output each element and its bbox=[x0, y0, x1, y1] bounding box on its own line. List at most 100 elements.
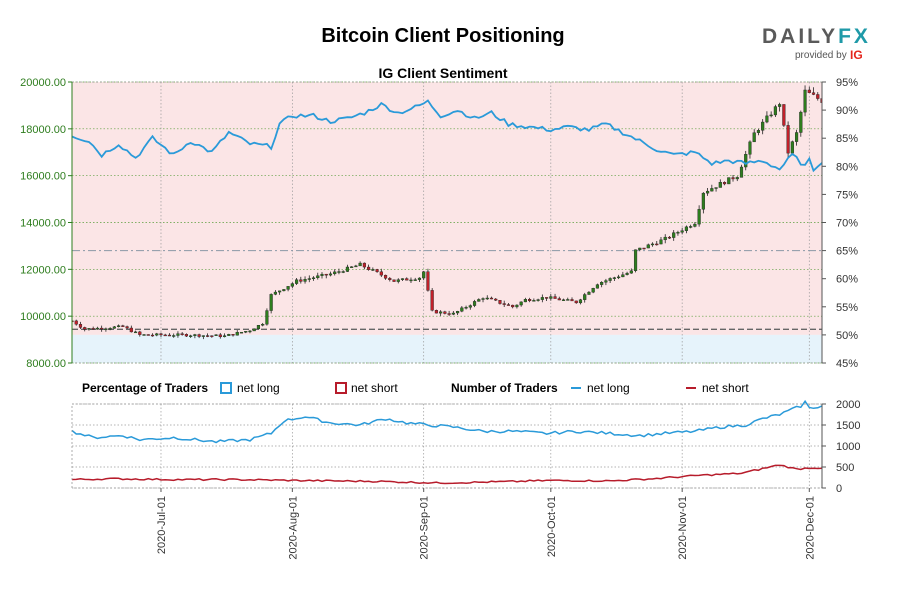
price-candles bbox=[72, 85, 822, 340]
pct-tick-label: 70% bbox=[836, 218, 858, 230]
price-candle bbox=[528, 297, 532, 303]
price-candle bbox=[367, 264, 371, 271]
price-candle bbox=[430, 288, 434, 312]
price-candle bbox=[362, 262, 366, 270]
price-candle bbox=[299, 276, 303, 284]
price-candle bbox=[434, 309, 438, 314]
price-candle bbox=[286, 286, 290, 292]
price-candle bbox=[273, 290, 277, 296]
price-candle bbox=[303, 276, 307, 284]
price-candle bbox=[400, 278, 405, 281]
price-candle bbox=[697, 205, 701, 227]
price-candle bbox=[778, 102, 782, 112]
price-sentiment-panel: 8000.00 10000.00 12000.00 14000.00 16000.00 1… bbox=[20, 77, 858, 370]
price-candle bbox=[553, 293, 557, 299]
price-tick-label: 18000.00 bbox=[20, 124, 66, 136]
price-candle bbox=[773, 104, 777, 117]
price-candle bbox=[676, 230, 680, 236]
price-candle bbox=[650, 242, 655, 247]
price-candle bbox=[125, 325, 129, 329]
price-candle bbox=[184, 333, 188, 338]
price-candle bbox=[392, 279, 396, 282]
price-candle bbox=[294, 278, 299, 285]
price-candle bbox=[176, 331, 180, 338]
price-candle bbox=[239, 331, 244, 334]
price-candle bbox=[282, 289, 286, 292]
price-candle bbox=[481, 297, 485, 303]
price-candle bbox=[354, 264, 358, 268]
date-tick-label: 2020-Sep-01 bbox=[419, 496, 431, 560]
price-candle bbox=[83, 326, 87, 332]
price-candle bbox=[718, 179, 722, 188]
price-candle bbox=[358, 261, 362, 267]
price-candle bbox=[142, 334, 146, 336]
date-axis-ticks: 2020-Jul-01 2020-Aug-01 2020-Sep-01 2020-Oc… bbox=[156, 488, 816, 560]
price-candle bbox=[447, 310, 451, 317]
price-tick-label: 20000.00 bbox=[20, 77, 66, 89]
chart-title: Bitcoin Client Positioning bbox=[321, 25, 564, 47]
price-candle bbox=[638, 247, 642, 252]
price-candle bbox=[439, 310, 443, 316]
price-candle bbox=[578, 298, 583, 305]
legend-pct-long-label: net long bbox=[237, 381, 280, 395]
price-candle bbox=[782, 104, 786, 127]
price-candle bbox=[172, 333, 176, 338]
price-candle bbox=[235, 330, 239, 336]
price-candle bbox=[684, 225, 688, 234]
price-tick-label: 16000.00 bbox=[20, 171, 66, 183]
price-candle bbox=[540, 294, 544, 303]
price-candle bbox=[256, 324, 261, 330]
legend-pct-short-swatch bbox=[335, 382, 347, 394]
price-candle bbox=[231, 334, 235, 337]
price-candle bbox=[799, 110, 803, 137]
price-candle bbox=[163, 333, 167, 337]
price-candle bbox=[511, 304, 515, 309]
price-candle bbox=[74, 319, 78, 326]
price-candle bbox=[570, 297, 574, 302]
price-candle bbox=[794, 129, 799, 146]
price-candle bbox=[371, 267, 375, 271]
price-candle bbox=[600, 281, 604, 288]
price-candle bbox=[307, 275, 311, 283]
price-tick-label: 12000.00 bbox=[20, 264, 66, 276]
dailyfx-logo: DAILYFX provided by IG bbox=[762, 25, 871, 62]
price-candle bbox=[197, 333, 201, 339]
count-axis-ticks: 0 500 1000 1500 2000 bbox=[822, 399, 860, 495]
price-candle bbox=[426, 268, 430, 292]
price-candle bbox=[744, 150, 748, 171]
price-candle bbox=[324, 273, 328, 279]
pct-tick-label: 55% bbox=[836, 302, 858, 314]
price-candle bbox=[265, 308, 269, 326]
price-tick-label: 10000.00 bbox=[20, 311, 66, 323]
price-candle bbox=[460, 306, 464, 313]
net-long-percentage-line bbox=[71, 99, 823, 173]
price-candle bbox=[608, 277, 612, 283]
price-candle bbox=[383, 274, 388, 280]
price-candle bbox=[549, 294, 553, 301]
price-tick-label: 8000.00 bbox=[26, 358, 66, 370]
price-candle bbox=[133, 330, 138, 334]
price-candle bbox=[104, 327, 108, 332]
price-candle bbox=[710, 184, 714, 192]
price-candle bbox=[214, 334, 218, 336]
price-candle bbox=[803, 85, 807, 117]
date-tick-label: 2020-Jul-01 bbox=[156, 496, 168, 554]
price-candle bbox=[206, 333, 210, 338]
price-candle bbox=[583, 292, 587, 303]
price-candle bbox=[345, 264, 350, 273]
price-candle bbox=[748, 140, 752, 159]
price-candle bbox=[472, 299, 477, 308]
price-candle bbox=[523, 297, 527, 303]
logo-text-fx: FX bbox=[838, 25, 871, 48]
pct-tick-label: 85% bbox=[836, 133, 858, 145]
reference-lines bbox=[72, 250, 822, 330]
price-candle bbox=[646, 243, 650, 249]
price-candle bbox=[761, 119, 765, 135]
price-candle bbox=[269, 293, 273, 314]
price-candle bbox=[689, 224, 693, 229]
legend-percentage-heading: Percentage of Traders bbox=[82, 381, 208, 395]
price-candle bbox=[506, 302, 511, 306]
price-candle bbox=[557, 296, 561, 301]
count-tick-label: 500 bbox=[836, 462, 854, 474]
legend-count-long-label: net long bbox=[587, 381, 630, 395]
